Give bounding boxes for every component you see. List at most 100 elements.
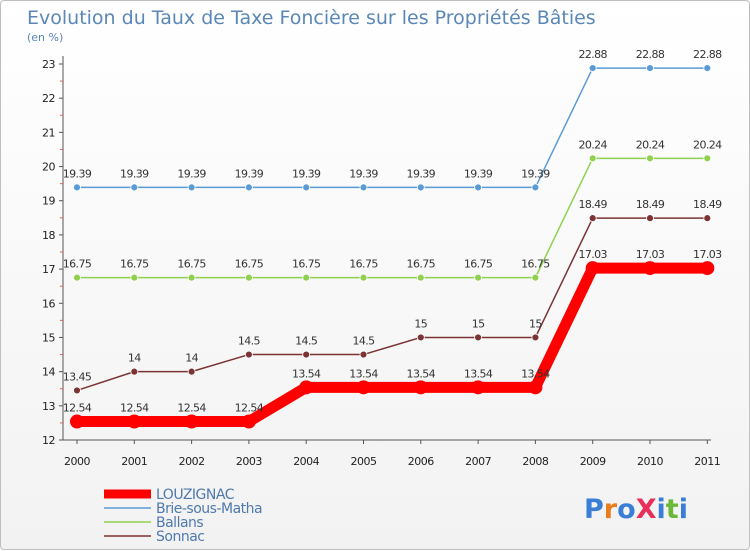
logo-letter: X	[636, 494, 657, 525]
data-point	[130, 183, 139, 192]
data-label: 16.75	[177, 258, 206, 271]
data-point	[130, 367, 139, 376]
data-label: 20.24	[693, 138, 722, 151]
data-point	[700, 261, 715, 276]
data-label: 14.5	[352, 335, 375, 348]
data-point	[302, 350, 311, 359]
data-label: 12.54	[177, 402, 206, 415]
data-label: 17.03	[693, 248, 722, 261]
data-point	[299, 380, 314, 395]
data-label: 18.49	[693, 198, 722, 211]
data-label: 14.5	[295, 335, 318, 348]
logo-letter: r	[604, 494, 618, 525]
data-label: 13.54	[349, 367, 378, 380]
data-label: 19.39	[464, 167, 493, 180]
data-label: 19.39	[177, 167, 206, 180]
data-label: 19.39	[349, 167, 378, 180]
data-point	[474, 183, 483, 192]
y-tick-label: 17	[42, 263, 55, 276]
data-label: 19.39	[120, 167, 149, 180]
data-label: 13.54	[521, 367, 550, 380]
data-point	[646, 214, 654, 223]
data-point	[244, 273, 253, 282]
data-point	[244, 183, 253, 192]
data-label: 13.54	[464, 367, 493, 380]
logo-letter: o	[617, 494, 636, 525]
data-label: 19.39	[292, 167, 321, 180]
data-label: 12.54	[120, 402, 149, 415]
data-point	[359, 273, 368, 282]
x-tick-label: 2008	[522, 455, 548, 468]
data-point	[416, 183, 425, 192]
data-point	[127, 414, 142, 429]
data-point	[187, 183, 196, 192]
x-tick-label: 2006	[408, 455, 434, 468]
data-point	[416, 333, 425, 342]
data-point	[187, 367, 196, 376]
data-point	[187, 273, 196, 282]
data-point	[528, 380, 543, 395]
data-label: 13.45	[63, 370, 92, 383]
data-point	[244, 350, 253, 359]
x-tick-label: 2001	[121, 455, 147, 468]
proxiti-logo: ProXiti	[584, 494, 688, 525]
data-point	[703, 214, 712, 223]
data-point	[643, 261, 657, 276]
x-tick-label: 2004	[293, 455, 319, 468]
legend-label-sonnac: Sonnac	[156, 529, 204, 545]
data-point	[359, 350, 368, 359]
x-tick-label: 2007	[465, 455, 491, 468]
data-label: 20.24	[636, 138, 665, 151]
y-tick-label: 18	[42, 229, 55, 242]
chart-subtitle: (en %)	[27, 31, 63, 44]
data-label: 12.54	[63, 402, 92, 415]
y-tick-label: 13	[42, 400, 55, 413]
data-point	[359, 183, 368, 192]
data-label: 13.54	[407, 367, 436, 380]
data-label: 17.03	[578, 248, 607, 261]
data-point	[588, 214, 597, 223]
data-point	[585, 261, 600, 276]
data-point	[474, 273, 483, 282]
data-label: 16.75	[63, 258, 92, 271]
data-point	[73, 273, 81, 282]
data-label: 22.88	[693, 48, 722, 61]
series-line-louzignac	[71, 262, 713, 428]
data-point	[302, 273, 311, 282]
x-tick-label: 2002	[179, 455, 205, 468]
data-label: 15	[414, 317, 427, 330]
logo-letter: P	[584, 494, 604, 525]
data-label: 16.75	[120, 258, 149, 271]
data-point	[184, 414, 199, 429]
data-label: 19.39	[521, 167, 550, 180]
series-line-brie-sous-matha	[76, 67, 709, 189]
logo-letter: i	[679, 494, 688, 525]
data-label: 19.39	[235, 167, 264, 180]
data-point	[531, 333, 540, 342]
data-point	[474, 333, 483, 342]
data-label: 14	[185, 352, 198, 365]
axes: 12 13 14 15 16 17 18 19 20 21 22 23 2000 2001 2002 2003…	[42, 56, 721, 468]
y-tick-label: 20	[42, 161, 55, 174]
data-label: 15	[529, 317, 542, 330]
data-point	[531, 273, 540, 282]
data-label: 18.49	[578, 198, 607, 211]
x-tick-label: 2011	[694, 455, 720, 468]
x-tick-label: 2009	[580, 455, 606, 468]
data-label: 17.03	[636, 248, 665, 261]
data-point	[70, 414, 84, 429]
data-label: 14	[128, 352, 141, 365]
data-point	[703, 154, 712, 163]
series-line-ballans	[76, 157, 709, 279]
legend-label-ballans: Ballans	[156, 515, 203, 531]
data-label: 16.75	[521, 258, 550, 271]
data-point	[130, 273, 139, 282]
legend-label-louzignac: LOUZIGNAC	[156, 487, 235, 503]
data-point	[416, 273, 425, 282]
data-point	[73, 183, 81, 192]
proxiti-logo-text: ProXiti	[584, 494, 688, 525]
data-point	[588, 154, 597, 163]
series-line-sonnac	[76, 217, 709, 392]
